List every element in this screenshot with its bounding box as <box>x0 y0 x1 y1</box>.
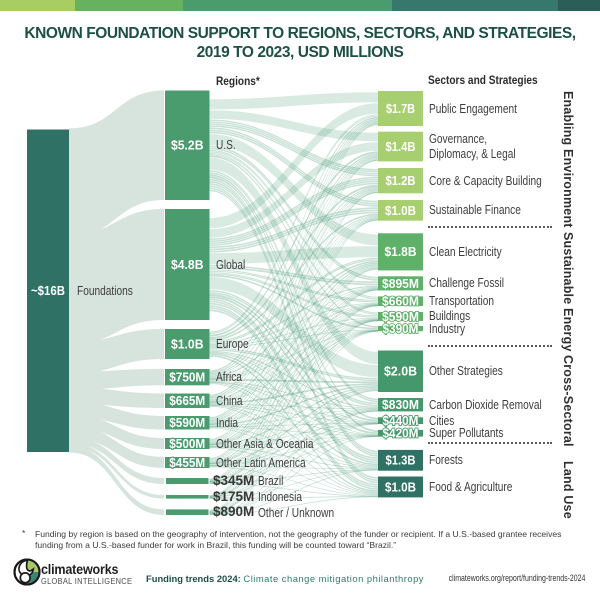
svg-text:$1.2B: $1.2B <box>386 174 416 188</box>
svg-text:$1.3B: $1.3B <box>386 454 416 468</box>
svg-text:$1.7B: $1.7B <box>386 102 415 116</box>
svg-text:$590M: $590M <box>382 310 419 324</box>
svg-text:$420M: $420M <box>383 427 419 441</box>
svg-text:~$16B: ~$16B <box>31 284 65 298</box>
svg-text:$455M: $455M <box>169 456 205 470</box>
svg-text:$1.8B: $1.8B <box>385 245 417 259</box>
svg-text:$500M: $500M <box>169 437 205 451</box>
svg-text:$5.2B: $5.2B <box>171 139 204 153</box>
svg-text:$4.8B: $4.8B <box>171 258 204 272</box>
svg-text:$1.4B: $1.4B <box>386 140 416 154</box>
svg-text:$2.0B: $2.0B <box>384 365 417 379</box>
svg-text:$1.0B: $1.0B <box>385 480 416 494</box>
svg-text:$1.0B: $1.0B <box>385 204 416 218</box>
svg-text:$660M: $660M <box>382 295 419 309</box>
svg-text:$440M: $440M <box>383 414 419 428</box>
svg-text:$750M: $750M <box>169 371 205 385</box>
svg-text:$830M: $830M <box>382 398 419 412</box>
svg-text:$1.0B: $1.0B <box>171 337 204 351</box>
svg-text:$590M: $590M <box>169 416 205 430</box>
svg-text:$895M: $895M <box>382 277 419 291</box>
svg-text:$665M: $665M <box>169 394 205 408</box>
svg-text:$390M: $390M <box>383 322 419 336</box>
